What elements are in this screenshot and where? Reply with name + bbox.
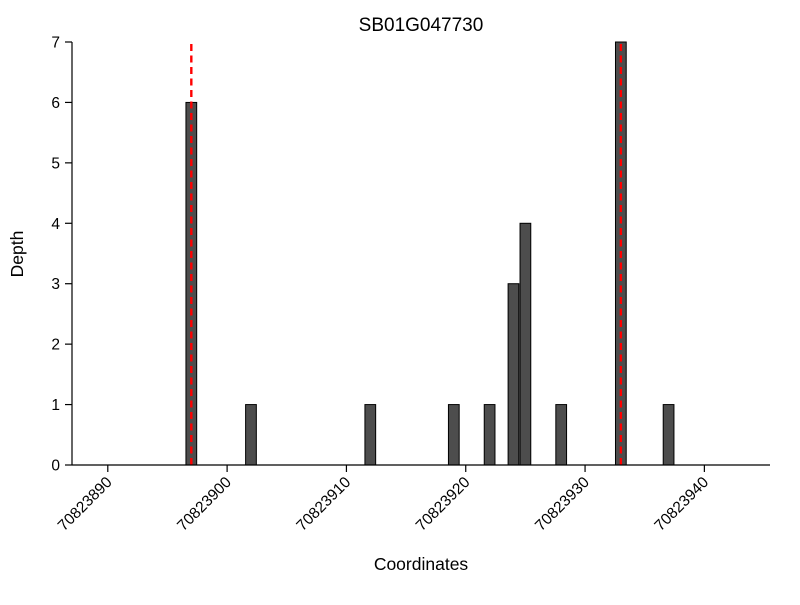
depth-bar [519, 222, 532, 466]
depth-bar [662, 404, 675, 466]
y-tick-label: 3 [51, 276, 60, 293]
y-tick-label: 0 [51, 458, 60, 475]
depth-bar [555, 404, 568, 466]
depth-bar [483, 404, 496, 466]
x-tick-label: 70823900 [174, 474, 235, 535]
y-tick-label: 5 [51, 155, 60, 172]
depth-bar [245, 404, 257, 466]
y-tick-label: 1 [51, 397, 60, 414]
chart-title: SB01G047730 [359, 15, 484, 36]
depth-bar [185, 101, 198, 466]
x-tick-label: 70823910 [293, 474, 354, 535]
plot-area: 0 1 2 3 4 5 6 7 70823890 70823900 70823910 70823920… [51, 35, 770, 535]
y-tick-label: 2 [51, 337, 60, 354]
x-tick-label: 70823890 [55, 474, 116, 535]
depth-bar [364, 404, 377, 466]
y-tick-label: 7 [51, 35, 60, 52]
x-tick-label: 70823940 [651, 474, 712, 535]
depth-bar [447, 404, 460, 466]
depth-bar [507, 283, 520, 466]
y-tick-label: 6 [51, 95, 60, 112]
x-tick-label: 70823930 [532, 474, 593, 535]
y-axis-label: Depth [7, 231, 27, 278]
y-tick-label: 4 [51, 216, 60, 233]
x-axis-label: Coordinates [374, 554, 469, 574]
x-tick-label: 70823920 [413, 474, 474, 535]
